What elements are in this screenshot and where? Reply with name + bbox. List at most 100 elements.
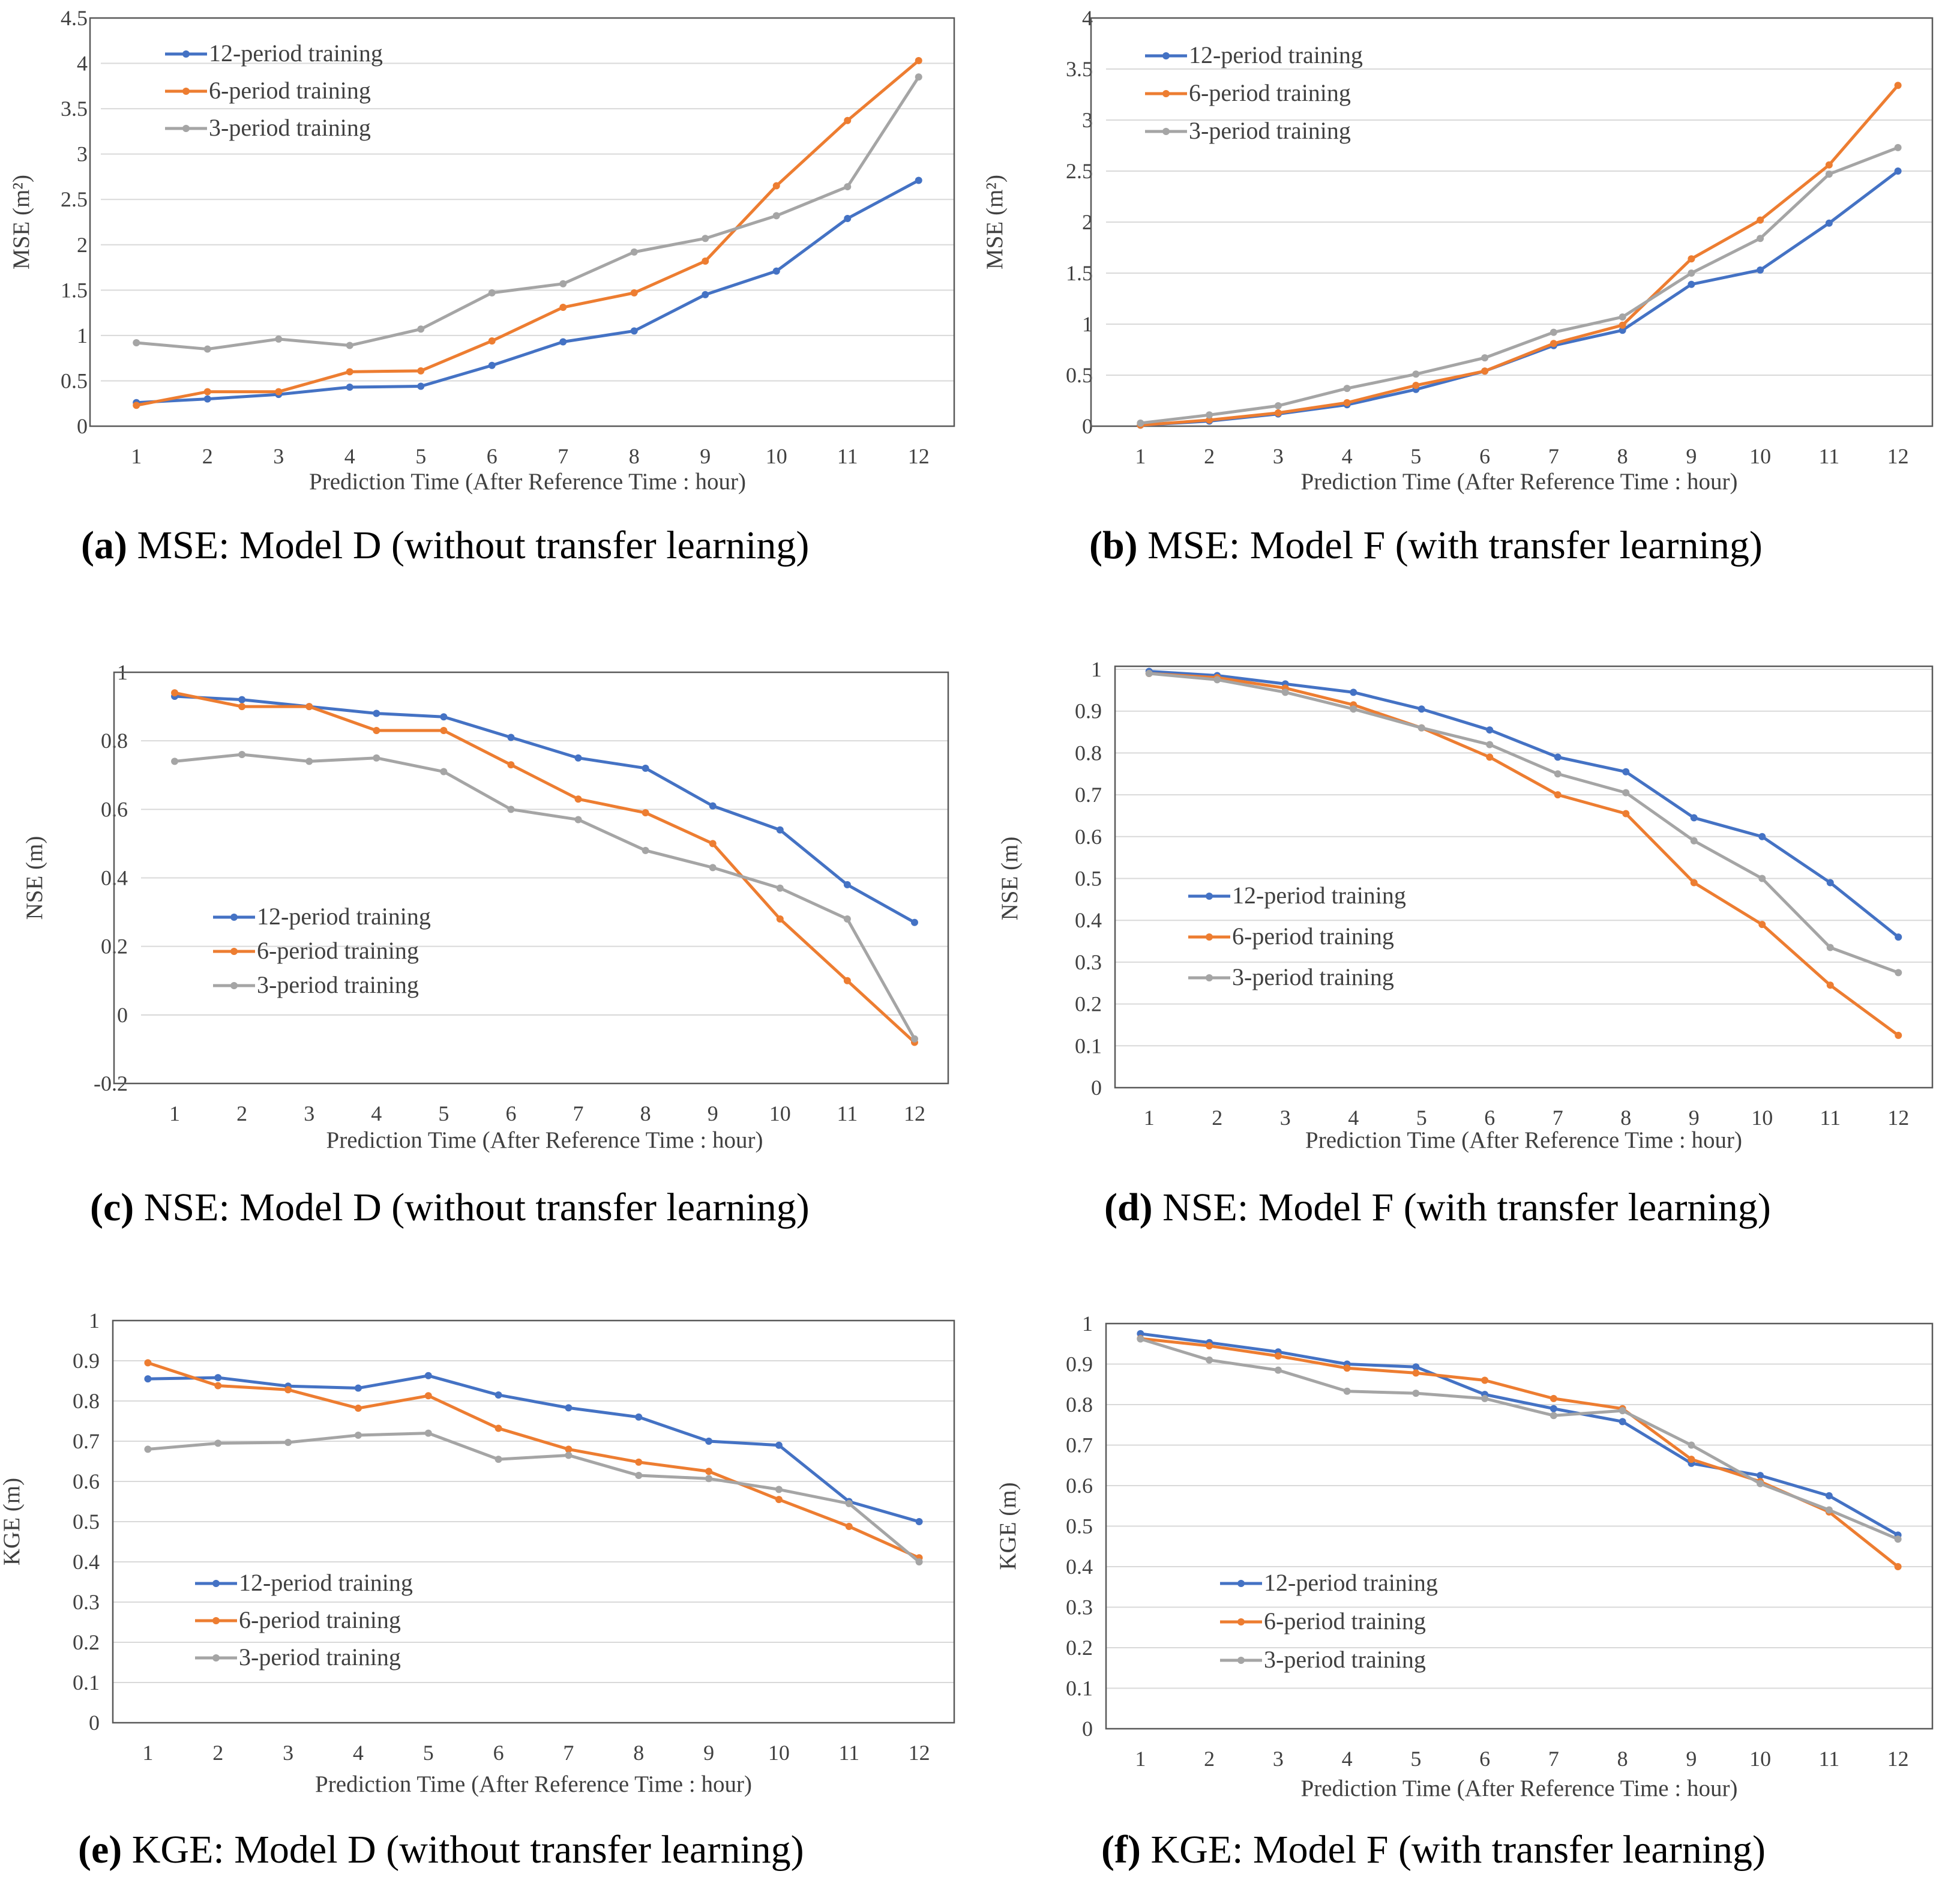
data-point [1622,768,1630,776]
data-point [1825,1492,1833,1499]
y-tick-label: 0.5 [61,369,88,393]
data-point [1757,266,1764,274]
y-tick-label: 0.4 [73,1550,100,1574]
legend-marker [182,125,190,132]
legend-marker [212,1580,220,1587]
data-point [1550,1405,1557,1412]
x-tick-label: 5 [438,1101,449,1125]
x-tick-label: 3 [273,444,284,468]
chart-a: 00.511.522.533.544.51 2 3 4 5 6 7 8 9 10 11 1212-pe… [8,6,955,567]
legend-label: 12-period training [1189,41,1363,68]
y-tick-label: 0.4 [1066,1555,1093,1579]
y-tick-label: 0.5 [1066,1514,1093,1538]
data-point [1757,216,1764,224]
plot-frame [1114,665,1934,1089]
data-point [1274,409,1282,417]
data-point [843,915,851,923]
data-point [284,1386,292,1394]
x-tick-label: 7 [1548,1747,1559,1771]
x-tick-label: 12 [908,444,930,468]
data-point [1481,367,1489,375]
data-point [354,1431,362,1439]
x-tick-label: 7 [1548,444,1559,468]
series-line-3-period [1140,1337,1899,1541]
legend-marker [1237,1657,1245,1664]
data-point [845,1499,853,1507]
y-tick-label: 0.9 [1075,699,1102,723]
data-point [1622,789,1630,797]
data-point [305,703,313,711]
y-axis-label: MSE (m²) [8,175,34,270]
data-point [1688,270,1695,277]
x-tick-label: 11 [1819,444,1840,468]
legend-marker [1206,933,1213,941]
x-tick-label: 1 [131,444,142,468]
x-tick-label: 11 [1819,1747,1840,1771]
chart-caption: (c) NSE: Model D (without transfer learn… [90,1186,810,1229]
data-point [284,1439,292,1447]
data-point [910,918,918,926]
x-tick-label: 6 [487,444,498,468]
data-point [705,1468,713,1475]
data-point [354,1384,362,1392]
chart-caption: (a) MSE: Model D (without transfer learn… [81,523,809,567]
y-tick-label: 1.5 [61,278,88,302]
x-tick-label: 5 [1410,444,1421,468]
legend-marker [1162,52,1170,59]
x-tick-label: 4 [1348,1106,1359,1130]
series-line-6-period [147,1361,920,1559]
data-point [1481,1376,1489,1384]
chart-f: 00.10.20.30.40.50.60.70.80.911 2 3 4 5 6 7 8 9 10… [995,1312,1934,1872]
y-tick-label: 0.1 [73,1671,100,1695]
legend-label: 3-period training [209,114,371,141]
y-tick-label: 0.5 [73,1510,100,1534]
data-point [1206,416,1213,424]
data-point [630,289,638,297]
series-line-3-period [174,753,916,1040]
x-tick-label: 5 [1410,1747,1421,1771]
x-tick-label: 4 [353,1741,364,1765]
x-tick-label: 6 [1479,1747,1490,1771]
data-point [346,384,353,391]
chart-caption: (b) MSE: Model F (with transfer learning… [1089,523,1763,567]
series-line-3-period [1149,672,1899,974]
caption-letter: (a) [81,523,127,567]
data-point [635,1413,643,1421]
data-point [507,761,515,769]
data-point [642,764,649,772]
data-point [495,1424,502,1432]
y-axis-label: KGE (m) [995,1482,1021,1570]
data-point [1894,167,1902,175]
data-point [424,1392,432,1400]
data-point [565,1404,573,1412]
data-point [417,367,425,375]
data-point [1619,321,1626,329]
x-tick-label: 8 [1617,1747,1628,1771]
data-point [1274,1352,1282,1360]
legend-label: 6-period training [1189,79,1351,106]
data-point [1690,879,1698,887]
x-tick-label: 9 [1686,1747,1697,1771]
x-tick-label: 10 [768,1741,790,1765]
data-point [1758,921,1766,929]
x-tick-label: 12 [1887,1747,1909,1771]
x-tick-label: 1 [1144,1106,1155,1130]
data-point [1554,753,1562,761]
caption-letter: (d) [1104,1186,1153,1229]
data-point [1481,354,1489,362]
data-point [203,395,211,403]
data-point [635,1471,643,1479]
data-point [1688,255,1695,263]
data-point [844,183,852,191]
y-tick-label: 4 [1082,6,1093,30]
data-point [1412,1390,1420,1397]
data-point [275,335,283,343]
data-point [709,840,717,848]
data-point [346,368,353,376]
x-tick-label: 1 [1135,1747,1146,1771]
legend-label: 12-period training [1232,882,1406,909]
data-point [488,337,496,345]
x-tick-label: 3 [283,1741,293,1765]
data-point [772,212,780,220]
